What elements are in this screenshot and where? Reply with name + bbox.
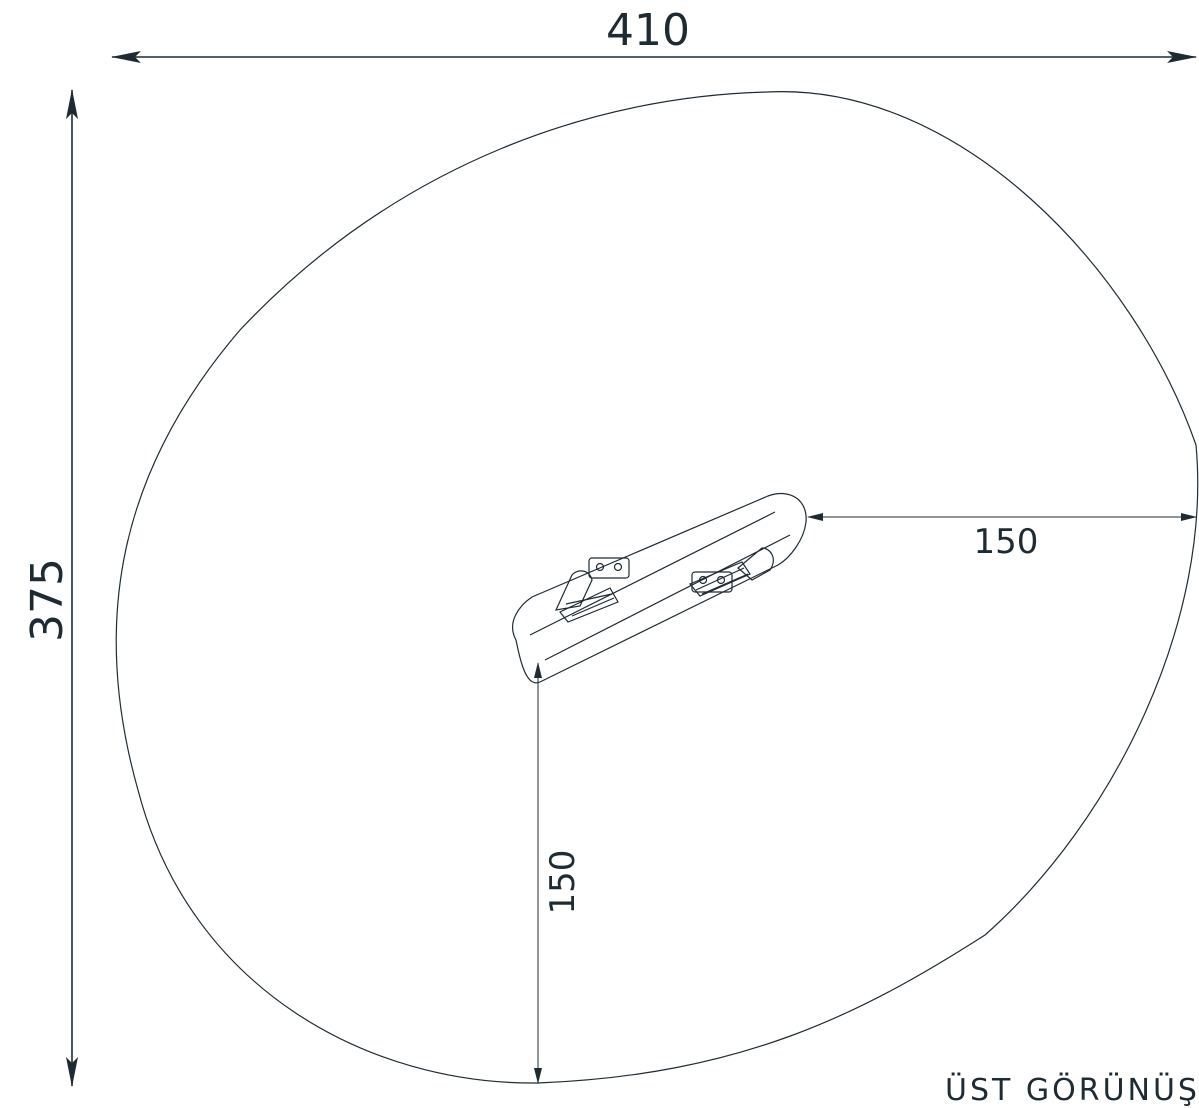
- equipment-footrest-left-detail: [565, 593, 613, 605]
- equipment-footrest-left-detail-2: [571, 597, 615, 617]
- bolt-hole: [613, 562, 623, 572]
- equipment-beam-inner-line: [529, 511, 776, 636]
- equipment-footrest-right-detail: [695, 567, 745, 591]
- bolt-hole: [595, 562, 605, 572]
- equipment-beam-inner-line-2: [544, 534, 791, 661]
- equipment-top-view: [511, 492, 807, 684]
- bolt-hole: [716, 575, 726, 585]
- equipment-footrest-right-detail-2: [701, 573, 749, 595]
- equipment-footrest-left: [559, 587, 619, 623]
- bottom-clearance-label: 150: [543, 850, 583, 915]
- overall-height-label: 375: [22, 558, 73, 642]
- view-title: ÜST GÖRÜNÜŞ: [945, 1073, 1199, 1108]
- safety-zone-outline: [115, 91, 1199, 1084]
- overall-width-label: 410: [606, 5, 690, 56]
- bolt-hole: [698, 575, 708, 585]
- equipment-main-beam: [511, 492, 807, 684]
- equipment-base-plate-left: [588, 557, 630, 579]
- equipment-seat-right: [737, 547, 774, 581]
- equipment-seat-left: [554, 570, 593, 611]
- right-clearance-label: 150: [974, 522, 1039, 562]
- equipment-base-plate-right: [691, 571, 733, 593]
